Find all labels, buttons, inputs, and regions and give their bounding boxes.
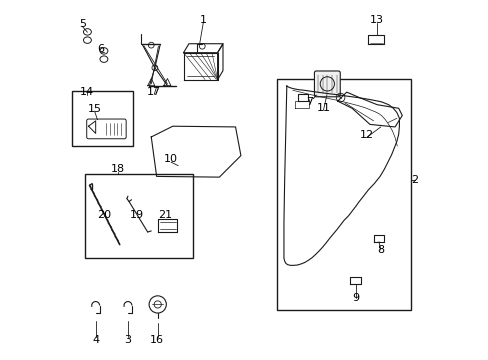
Text: 18: 18: [111, 164, 125, 174]
Bar: [72, 91, 133, 146]
Text: 21: 21: [158, 210, 172, 220]
Text: 16: 16: [149, 334, 163, 345]
Text: 14: 14: [80, 87, 94, 97]
Text: 20: 20: [98, 210, 111, 220]
Text: 15: 15: [87, 104, 102, 114]
Text: 5: 5: [79, 19, 86, 29]
Text: 7: 7: [305, 97, 313, 107]
FancyBboxPatch shape: [314, 71, 340, 97]
Text: 11: 11: [316, 103, 330, 113]
Text: 10: 10: [163, 154, 178, 164]
Text: 17: 17: [147, 87, 161, 97]
Text: 4: 4: [92, 334, 99, 345]
Bar: [85, 174, 192, 258]
Text: 2: 2: [410, 175, 418, 185]
Text: 6: 6: [98, 44, 104, 54]
Text: 3: 3: [124, 334, 131, 345]
Text: 19: 19: [130, 210, 143, 220]
FancyBboxPatch shape: [86, 119, 126, 139]
Text: 1: 1: [200, 15, 206, 26]
Text: 8: 8: [376, 245, 384, 255]
Text: 13: 13: [369, 15, 384, 26]
Text: 9: 9: [351, 293, 359, 303]
Bar: [276, 79, 410, 310]
Text: 12: 12: [359, 130, 373, 140]
